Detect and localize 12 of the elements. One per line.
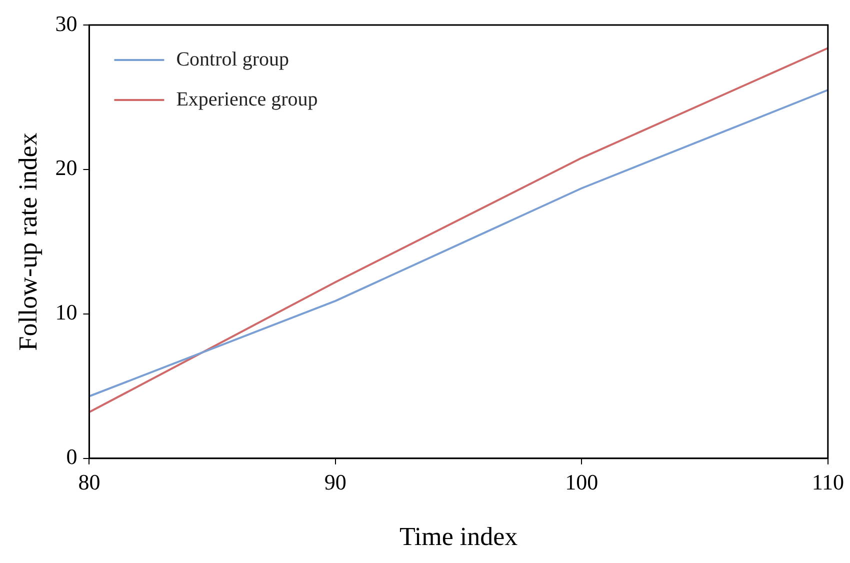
x-tick-label: 100 [565, 469, 598, 494]
y-axis-title: Follow-up rate index [13, 132, 42, 351]
x-tick-label: 80 [78, 469, 100, 494]
y-tick-label: 30 [55, 10, 78, 36]
legend-label: Control group [176, 48, 289, 70]
y-tick-label: 10 [55, 300, 78, 325]
x-tick-label: 90 [324, 469, 346, 494]
legend-label: Experience group [176, 88, 318, 110]
y-tick-label: 0 [66, 444, 78, 470]
y-tick-label: 20 [55, 155, 78, 180]
x-tick-label: 110 [812, 469, 844, 494]
x-axis-title: Time index [399, 522, 518, 552]
